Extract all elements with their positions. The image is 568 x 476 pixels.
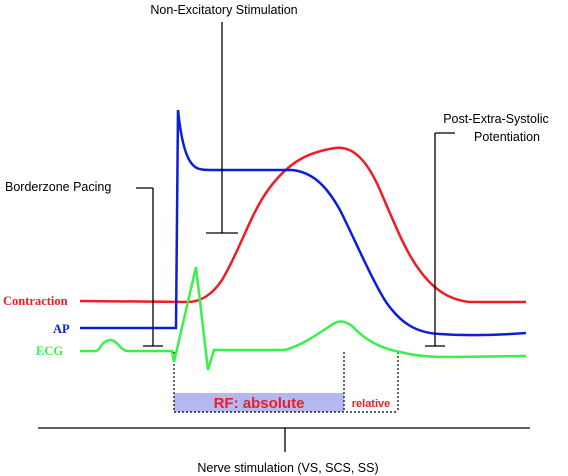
ap-label: AP: [53, 322, 70, 336]
borderzone-label: Borderzone Pacing: [5, 180, 111, 194]
nerve-stimulation-label: Nerve stimulation (VS, SCS, SS): [197, 461, 378, 475]
post-extra-label-line1: Post-Extra-Systolic: [443, 112, 549, 126]
ap-curve: [80, 109, 527, 337]
post-extra-label-line2: Potentiation: [474, 130, 540, 144]
rf-relative-label: relative: [352, 398, 391, 410]
rf-absolute-box: [174, 393, 344, 412]
rf-absolute-label: RF: absolute: [214, 395, 305, 412]
contraction-label: Contraction: [3, 294, 68, 308]
ecg-curve: [80, 266, 527, 371]
contraction-curve: [79, 146, 526, 304]
ecg-label: ECG: [36, 344, 63, 358]
non-excitatory-label: Non-Excitatory Stimulation: [150, 3, 297, 17]
